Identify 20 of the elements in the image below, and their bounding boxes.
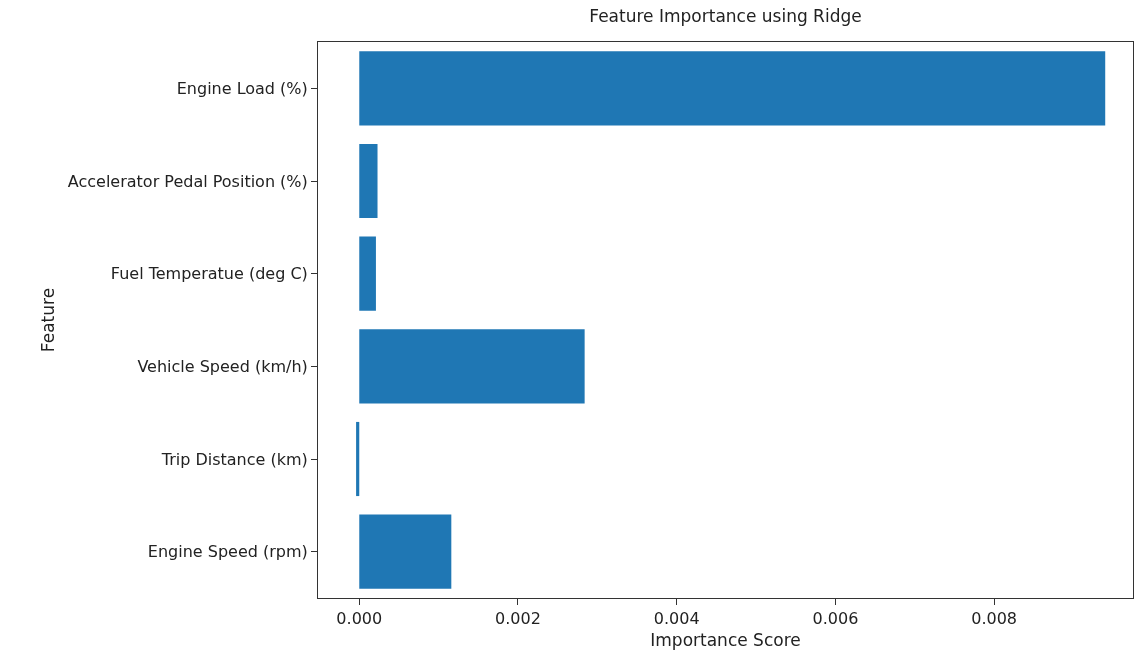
x-tick-label: 0.000 bbox=[336, 609, 383, 629]
chart-title: Feature Importance using Ridge bbox=[589, 5, 862, 26]
y-tick-label: Engine Load (%) bbox=[176, 78, 308, 98]
x-tick-label: 0.002 bbox=[495, 609, 541, 629]
y-tick-label: Accelerator Pedal Position (%) bbox=[67, 171, 308, 191]
x-tick-label: 0.004 bbox=[653, 609, 700, 629]
bar bbox=[356, 421, 360, 497]
bar bbox=[359, 329, 585, 404]
y-tick-label: Trip Distance (km) bbox=[160, 449, 308, 469]
bar bbox=[359, 51, 1106, 126]
y-axis-title: Feature bbox=[38, 287, 59, 353]
bar bbox=[359, 236, 376, 311]
bar bbox=[359, 514, 452, 589]
x-tick-label: 0.008 bbox=[971, 609, 1018, 629]
y-tick-label: Fuel Temperatue (deg C) bbox=[110, 264, 308, 284]
y-tick-label: Engine Speed (rpm) bbox=[147, 542, 308, 562]
x-tick-label: 0.006 bbox=[812, 609, 859, 629]
y-tick-label: Vehicle Speed (km/h) bbox=[137, 356, 308, 376]
bar bbox=[359, 143, 378, 219]
x-axis-title: Importance Score bbox=[650, 629, 801, 650]
